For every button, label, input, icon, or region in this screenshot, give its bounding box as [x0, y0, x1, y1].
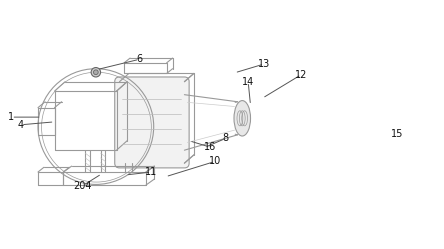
Text: 14: 14 [242, 77, 254, 87]
Text: 10: 10 [209, 156, 221, 166]
Text: 6: 6 [136, 54, 143, 64]
Text: 12: 12 [295, 70, 308, 80]
Circle shape [91, 67, 101, 77]
Text: 1: 1 [8, 112, 15, 122]
Text: 4: 4 [18, 120, 24, 130]
Circle shape [94, 70, 98, 75]
Text: 11: 11 [145, 167, 158, 177]
Text: 204: 204 [74, 181, 92, 190]
FancyBboxPatch shape [115, 77, 189, 168]
Text: 16: 16 [204, 142, 217, 152]
Text: 13: 13 [258, 59, 270, 69]
Ellipse shape [234, 101, 250, 136]
Text: 8: 8 [223, 133, 229, 143]
Text: 15: 15 [391, 129, 403, 139]
